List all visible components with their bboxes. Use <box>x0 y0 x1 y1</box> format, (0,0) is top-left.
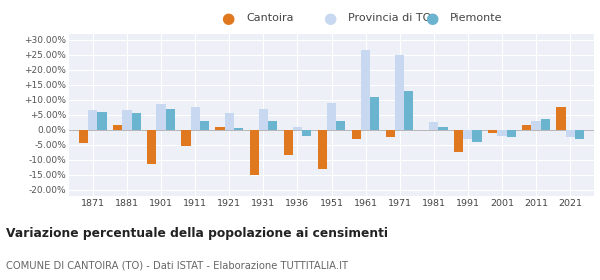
Bar <box>268 121 277 130</box>
Bar <box>454 130 463 152</box>
Bar <box>284 130 293 155</box>
Text: ●: ● <box>425 11 439 26</box>
Bar <box>541 119 550 130</box>
Bar <box>361 50 370 130</box>
Bar <box>191 107 200 130</box>
Bar <box>147 130 157 164</box>
Text: Variazione percentuale della popolazione ai censimenti: Variazione percentuale della popolazione… <box>6 227 388 240</box>
Bar <box>386 130 395 137</box>
Bar <box>181 130 191 146</box>
Bar <box>317 130 327 169</box>
Bar <box>506 130 516 137</box>
Bar <box>250 130 259 175</box>
Bar <box>336 121 346 130</box>
Bar <box>157 104 166 130</box>
Bar <box>302 130 311 136</box>
Text: Provincia di TO: Provincia di TO <box>348 13 431 23</box>
Bar <box>224 113 234 130</box>
Bar <box>472 130 482 142</box>
Bar <box>200 121 209 130</box>
Bar <box>439 127 448 130</box>
Bar <box>131 113 141 130</box>
Bar <box>575 130 584 139</box>
Text: Cantoira: Cantoira <box>246 13 293 23</box>
Text: ●: ● <box>221 11 235 26</box>
Bar <box>429 122 439 130</box>
Bar <box>259 109 268 130</box>
Bar <box>327 103 336 130</box>
Bar <box>166 109 175 130</box>
Bar <box>97 112 107 130</box>
Bar <box>566 130 575 137</box>
Bar <box>88 110 97 130</box>
Bar <box>370 97 379 130</box>
Bar <box>293 127 302 130</box>
Text: Piemonte: Piemonte <box>450 13 503 23</box>
Bar <box>352 130 361 139</box>
Bar <box>79 130 88 143</box>
Bar <box>497 130 506 136</box>
Bar <box>215 127 224 130</box>
Text: ●: ● <box>323 11 337 26</box>
Bar <box>488 130 497 133</box>
Bar <box>234 128 243 130</box>
Bar <box>556 107 566 130</box>
Bar <box>122 110 131 130</box>
Bar <box>395 55 404 130</box>
Bar <box>463 130 472 139</box>
Bar <box>522 125 532 130</box>
Text: COMUNE DI CANTOIRA (TO) - Dati ISTAT - Elaborazione TUTTITALIA.IT: COMUNE DI CANTOIRA (TO) - Dati ISTAT - E… <box>6 260 348 270</box>
Bar <box>113 125 122 130</box>
Bar <box>404 91 413 130</box>
Bar <box>532 121 541 130</box>
